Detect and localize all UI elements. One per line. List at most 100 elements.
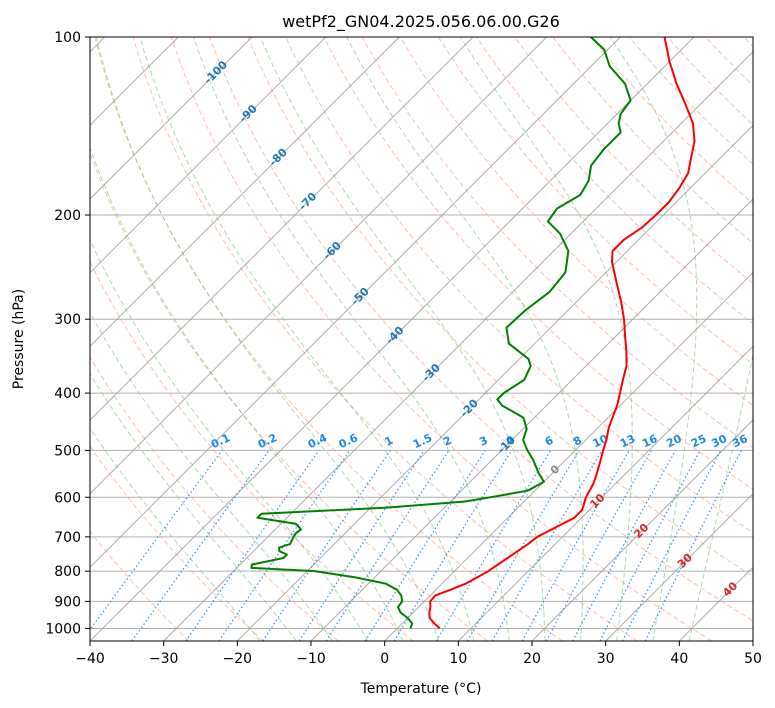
isotherm-line <box>236 124 753 641</box>
mixing-ratio-label: 36 <box>730 432 750 450</box>
y-axis: 100 200 300 400 500 600 700 800 900 1000 <box>45 30 90 637</box>
mixing-ratio-line <box>393 450 513 641</box>
dry-adiabat <box>743 37 753 48</box>
isotherm-line <box>457 345 753 641</box>
dry-adiabat <box>285 37 753 534</box>
dry-adiabat <box>552 37 753 244</box>
moist-adiabat <box>688 352 753 641</box>
chart-title: wetPf2_GN04.2025.056.06.00.G26 <box>282 12 560 32</box>
mixing-ratio-label: 30 <box>710 432 730 450</box>
moist-adiabat <box>192 37 510 641</box>
moist-adiabat <box>139 37 475 641</box>
y-tick-label: 600 <box>54 490 81 506</box>
x-axis: −40 −30 −20 −10 0 10 20 30 40 50 <box>75 641 762 667</box>
isotherm-line <box>605 492 753 641</box>
y-tick-label: 400 <box>54 386 81 402</box>
isotherm-line <box>90 37 474 421</box>
y-tick-label: 800 <box>54 564 81 580</box>
dry-adiabat <box>170 37 712 641</box>
dry-adiabat <box>399 37 753 407</box>
dry-adiabat <box>247 37 753 577</box>
dry-adiabat <box>590 37 753 205</box>
dry-adiabat <box>90 260 414 641</box>
dry-adiabat <box>361 37 753 448</box>
isotherm-line <box>163 50 753 641</box>
mixing-ratio-line <box>325 450 450 641</box>
mixing-ratio-label: 16 <box>640 432 660 450</box>
moist-adiabat <box>346 37 584 641</box>
moist-adiabat <box>90 146 404 641</box>
y-tick-label: 100 <box>54 30 81 46</box>
dry-adiabat <box>437 37 753 365</box>
x-tick-label: 40 <box>670 651 688 667</box>
dewpoint-profile <box>250 37 632 629</box>
y-tick-label: 900 <box>54 594 81 610</box>
x-tick-label: −30 <box>149 651 179 667</box>
y-tick-label: 300 <box>54 312 81 328</box>
mixing-ratio-line <box>90 450 223 631</box>
x-tick-label: 0 <box>380 651 389 667</box>
x-tick-label: 30 <box>597 651 615 667</box>
mixing-ratio-label: 1 <box>383 434 395 449</box>
mixing-ratio-label: 3 <box>477 434 489 449</box>
dry-adiabat <box>705 37 753 87</box>
isotherm-line <box>90 37 327 274</box>
mixing-ratio-label: 8 <box>571 434 583 449</box>
mixing-ratio-label: 0.1 <box>209 431 232 451</box>
dry-adiabat <box>476 37 753 325</box>
moist-adiabat <box>259 37 546 641</box>
mixing-ratio-label: 25 <box>689 432 708 450</box>
mixing-ratio-line <box>364 450 486 641</box>
x-tick-label: 10 <box>449 651 467 667</box>
mixing-ratio-line <box>131 450 270 641</box>
mixing-ratio-label: 0.4 <box>306 431 329 451</box>
moist-adiabat <box>95 37 439 641</box>
isotherm-line <box>752 640 753 641</box>
temperature-profile <box>428 37 696 630</box>
mixing-ratio-line <box>218 450 351 641</box>
mixing-ratio-line <box>621 450 722 641</box>
mixing-ratio-line <box>572 450 677 641</box>
y-axis-title: Pressure (hPa) <box>11 289 27 389</box>
y-tick-label: 1000 <box>45 621 81 637</box>
moist-adiabat <box>90 372 297 641</box>
mixing-ratio-label: 20 <box>664 432 684 450</box>
moist-adiabat <box>459 37 633 641</box>
x-axis-title: Temperature (°C) <box>360 681 482 697</box>
dry-adiabat <box>90 152 488 641</box>
isotherm-line <box>90 37 695 641</box>
isotherm-line <box>90 37 548 495</box>
dry-adiabat <box>323 37 753 491</box>
dry-adiabat <box>132 37 638 641</box>
mixing-ratio-label: 6 <box>543 434 556 449</box>
x-tick-label: 20 <box>523 651 541 667</box>
plot-area: 0.1 0.2 0.4 0.6 1 1.5 2 3 4 6 8 10 13 16 20 25 30 36-100-… <box>90 37 753 641</box>
mixing-ratio-line <box>491 450 603 641</box>
x-tick-label: −10 <box>296 651 326 667</box>
mixing-ratio-line <box>599 450 701 641</box>
moist-adiabat <box>90 238 369 641</box>
mixing-ratio-label: 13 <box>618 432 637 450</box>
dry-adiabat <box>90 445 264 641</box>
x-tick-label: −40 <box>75 651 105 667</box>
dry-adiabat <box>94 37 563 641</box>
isotherm-line <box>531 419 753 641</box>
mixing-ratio-label: 2 <box>441 434 453 449</box>
moist-adiabat <box>609 37 698 641</box>
dry-adiabat <box>667 37 753 126</box>
dry-adiabat <box>209 37 753 622</box>
dry-adiabat <box>90 530 190 641</box>
isotherm-line <box>90 37 400 348</box>
plot-frame <box>89 36 754 642</box>
moist-adiabat <box>90 427 261 641</box>
isotherm-line <box>90 37 621 569</box>
isotherm-line <box>90 37 253 200</box>
mixing-ratio-line <box>435 450 552 641</box>
x-tick-label: −20 <box>223 651 253 667</box>
x-tick-label: 50 <box>744 651 762 667</box>
isotherm-line <box>310 198 753 641</box>
y-tick-label: 200 <box>54 208 81 224</box>
dry-adiabat <box>90 356 339 641</box>
y-tick-label: 500 <box>54 443 81 459</box>
